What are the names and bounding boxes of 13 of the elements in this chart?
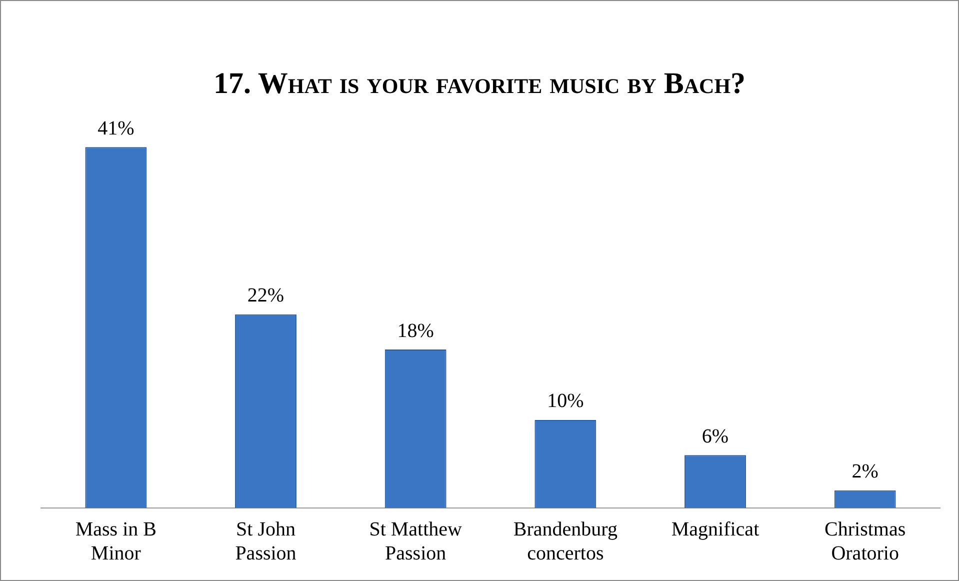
data-label: 41% [98, 117, 134, 140]
x-tick-label: Christmas Oratorio [824, 518, 906, 564]
x-tick-label: Brandenburg concertos [513, 518, 618, 564]
x-tick-label: Mass in B Minor [75, 518, 156, 564]
x-tick-label: St Matthew Passion [369, 518, 463, 564]
chart-title: 17. What is your favorite music by Bach? [212, 67, 747, 101]
data-label: 18% [397, 320, 434, 342]
data-label: 22% [247, 284, 284, 307]
data-label: 10% [547, 390, 584, 412]
data-label: 2% [852, 460, 878, 483]
x-tick-label: Magnificat [671, 518, 760, 540]
x-tick-label: St John Passion [235, 518, 296, 564]
data-label: 6% [702, 425, 729, 448]
